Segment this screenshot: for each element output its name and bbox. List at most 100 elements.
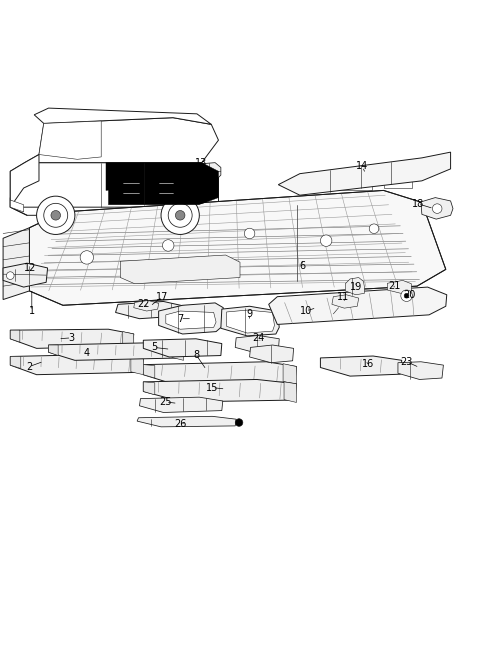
Text: 6: 6 <box>299 261 305 271</box>
Text: 13: 13 <box>194 158 207 168</box>
Text: 19: 19 <box>350 282 362 292</box>
Polygon shape <box>34 108 211 124</box>
Polygon shape <box>116 301 185 319</box>
Polygon shape <box>283 363 297 384</box>
Text: 2: 2 <box>26 361 33 371</box>
Polygon shape <box>3 263 48 287</box>
Circle shape <box>235 419 243 426</box>
Circle shape <box>51 210 60 220</box>
Polygon shape <box>250 345 294 363</box>
Text: 21: 21 <box>388 281 400 291</box>
Polygon shape <box>10 198 218 215</box>
Polygon shape <box>48 343 183 360</box>
Text: 12: 12 <box>24 263 36 273</box>
Polygon shape <box>24 118 218 162</box>
Polygon shape <box>144 362 297 385</box>
Text: 20: 20 <box>404 290 416 300</box>
Circle shape <box>244 228 255 238</box>
Bar <box>48 265 75 274</box>
Circle shape <box>80 250 94 264</box>
Polygon shape <box>10 330 20 342</box>
Text: 17: 17 <box>156 292 168 302</box>
Polygon shape <box>172 344 183 360</box>
Text: 9: 9 <box>247 309 252 319</box>
Text: 22: 22 <box>137 299 150 309</box>
Polygon shape <box>120 255 240 284</box>
Polygon shape <box>278 152 451 195</box>
Polygon shape <box>166 311 216 329</box>
Text: 18: 18 <box>412 199 424 209</box>
Text: 4: 4 <box>84 348 90 358</box>
Bar <box>264 240 290 248</box>
Polygon shape <box>134 301 158 311</box>
Circle shape <box>175 210 185 220</box>
Text: 11: 11 <box>337 292 349 302</box>
Polygon shape <box>131 357 144 375</box>
Circle shape <box>162 240 174 251</box>
Circle shape <box>432 204 442 213</box>
Polygon shape <box>284 382 297 402</box>
Polygon shape <box>39 121 101 159</box>
Text: 25: 25 <box>159 397 172 407</box>
Polygon shape <box>387 281 411 294</box>
Text: 3: 3 <box>69 333 74 343</box>
Polygon shape <box>10 200 24 212</box>
Polygon shape <box>3 228 29 299</box>
Text: 8: 8 <box>193 349 199 359</box>
Text: 14: 14 <box>356 162 369 172</box>
Polygon shape <box>421 198 453 219</box>
Polygon shape <box>144 365 155 378</box>
Text: 1: 1 <box>29 306 35 316</box>
Circle shape <box>168 203 192 227</box>
Polygon shape <box>10 357 21 369</box>
Polygon shape <box>144 339 222 357</box>
Polygon shape <box>10 354 144 375</box>
Text: 23: 23 <box>400 357 413 367</box>
Polygon shape <box>187 162 221 182</box>
Circle shape <box>6 272 14 279</box>
Text: 7: 7 <box>177 314 183 324</box>
Polygon shape <box>137 416 236 427</box>
Circle shape <box>369 224 379 234</box>
Polygon shape <box>29 190 446 305</box>
Text: 15: 15 <box>206 383 218 393</box>
Polygon shape <box>321 356 402 376</box>
Polygon shape <box>48 345 58 355</box>
Polygon shape <box>10 329 134 348</box>
Circle shape <box>44 203 68 227</box>
Polygon shape <box>10 154 39 207</box>
Text: 10: 10 <box>300 306 312 316</box>
Text: 24: 24 <box>252 333 264 343</box>
Polygon shape <box>10 162 218 207</box>
Circle shape <box>36 196 75 234</box>
Polygon shape <box>332 295 359 308</box>
Bar <box>96 232 125 240</box>
Polygon shape <box>398 362 444 379</box>
Polygon shape <box>221 306 279 336</box>
Polygon shape <box>144 382 155 395</box>
Polygon shape <box>108 164 216 205</box>
Circle shape <box>321 235 332 246</box>
Polygon shape <box>269 287 447 325</box>
Polygon shape <box>227 310 275 333</box>
Polygon shape <box>235 335 279 353</box>
Polygon shape <box>158 303 223 334</box>
Polygon shape <box>123 331 134 348</box>
Circle shape <box>404 293 409 298</box>
Bar <box>178 341 197 354</box>
Bar <box>48 246 75 255</box>
Polygon shape <box>140 397 223 413</box>
Bar <box>333 176 372 190</box>
Polygon shape <box>144 379 297 402</box>
Bar <box>336 224 357 231</box>
Bar <box>149 343 168 355</box>
Circle shape <box>161 196 199 234</box>
Bar <box>182 248 211 257</box>
Polygon shape <box>106 162 218 204</box>
Circle shape <box>401 290 412 301</box>
Bar <box>199 341 216 353</box>
Bar <box>384 176 412 188</box>
Text: 5: 5 <box>151 343 157 353</box>
Text: 26: 26 <box>174 419 186 429</box>
Polygon shape <box>345 277 364 295</box>
